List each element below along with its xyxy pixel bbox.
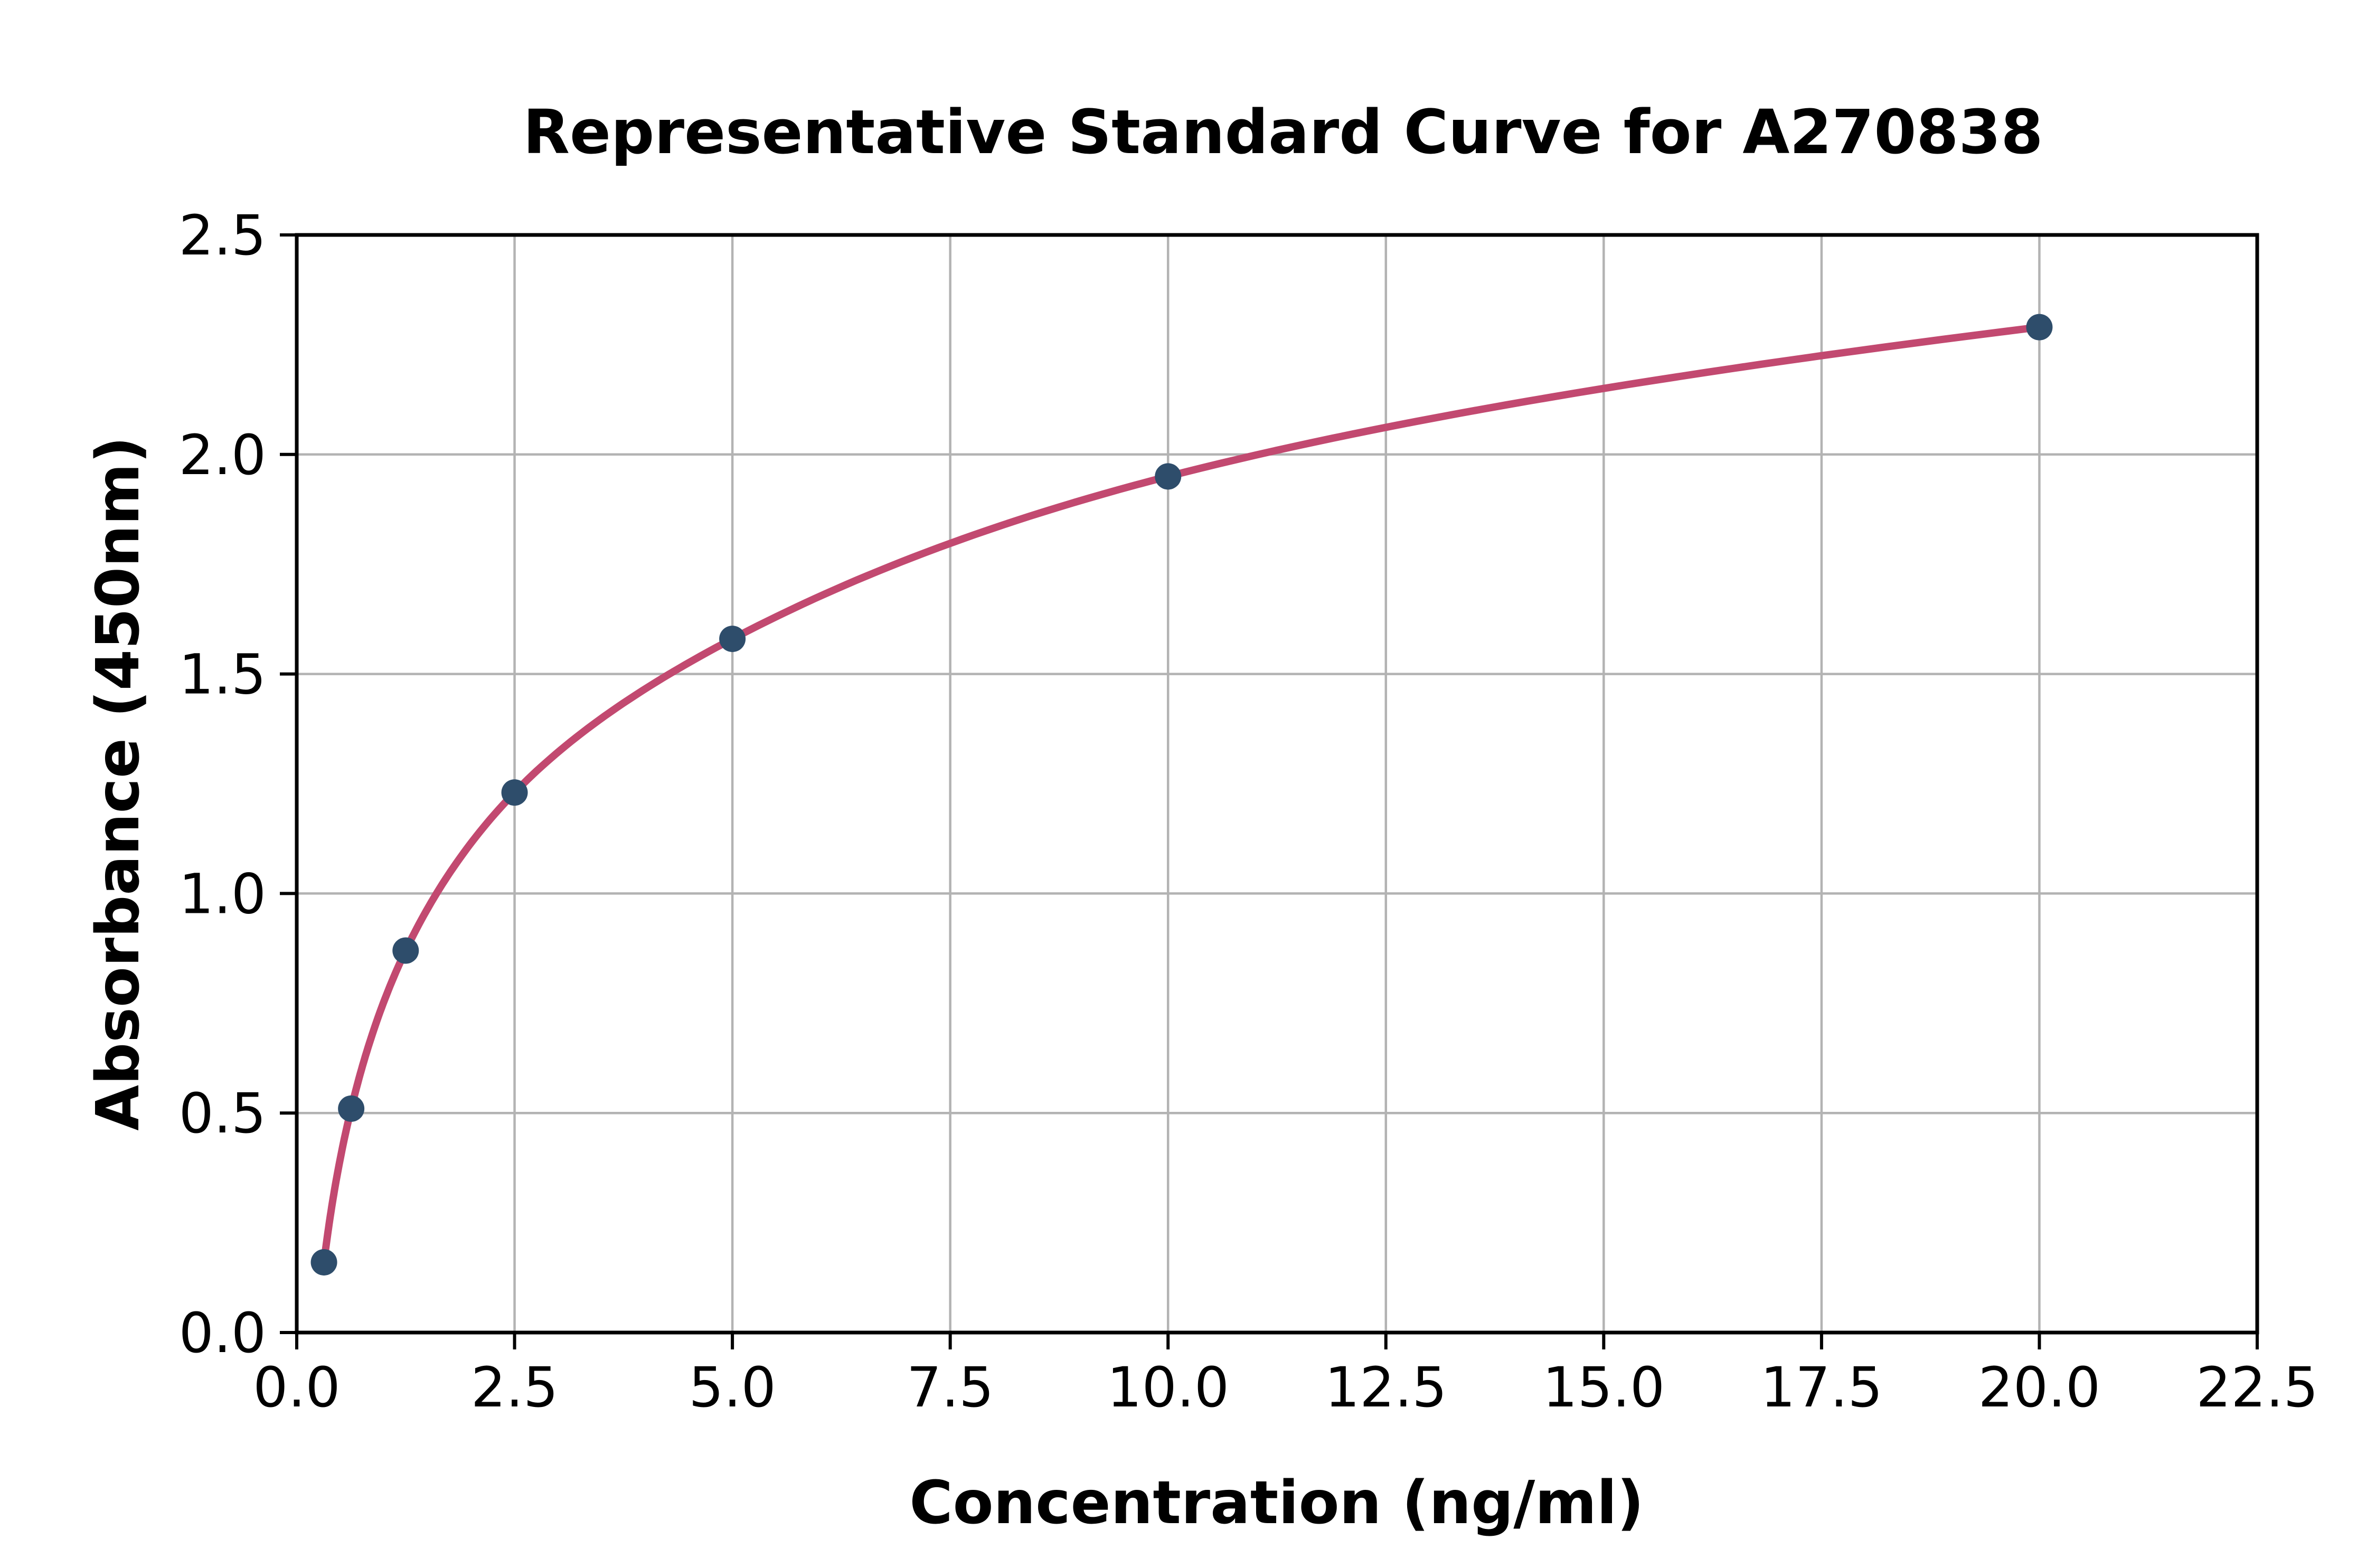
x-tick-label: 22.5 xyxy=(2196,1355,2318,1420)
x-tick-label: 2.5 xyxy=(471,1355,558,1420)
y-axis-label: Absorbance (450nm) xyxy=(84,436,153,1130)
data-point xyxy=(310,1249,337,1276)
data-points xyxy=(310,314,2053,1276)
tick-marks xyxy=(280,233,2259,1349)
x-tick-label: 5.0 xyxy=(689,1355,776,1420)
x-tick-label: 17.5 xyxy=(1760,1355,1883,1420)
data-point xyxy=(719,626,746,653)
data-point xyxy=(1155,463,1182,490)
fit-curve-line xyxy=(320,323,2043,1266)
gridlines xyxy=(295,233,2259,1334)
x-tick-label: 10.0 xyxy=(1107,1355,1229,1420)
x-tick-label: 12.5 xyxy=(1325,1355,1447,1420)
chart-title: Representative Standard Curve for A27083… xyxy=(523,97,2043,168)
x-tick-label: 20.0 xyxy=(1978,1355,2101,1420)
x-tick-label: 15.0 xyxy=(1543,1355,1665,1420)
x-tick-labels: 0.0 2.5 5.0 7.5 10.0 12.5 15.0 17.5 20.0 22.5 xyxy=(253,1355,2318,1420)
y-tick-label: 1.5 xyxy=(179,643,266,707)
data-point xyxy=(392,937,419,964)
x-tick-label: 7.5 xyxy=(907,1355,994,1420)
data-point xyxy=(2026,314,2053,341)
y-tick-labels: 0.0 0.5 1.0 1.5 2.0 2.5 xyxy=(179,203,266,1365)
y-tick-label: 1.0 xyxy=(179,862,266,926)
x-axis-label: Concentration (ng/ml) xyxy=(909,1469,1644,1537)
y-tick-label: 0.0 xyxy=(179,1301,266,1365)
data-point xyxy=(501,779,528,806)
y-tick-label: 0.5 xyxy=(179,1081,266,1146)
y-tick-label: 2.5 xyxy=(179,203,266,268)
plot-frame xyxy=(295,233,2259,1335)
data-point xyxy=(338,1095,365,1122)
x-tick-label: 0.0 xyxy=(253,1355,340,1420)
y-tick-label: 2.0 xyxy=(179,423,266,487)
